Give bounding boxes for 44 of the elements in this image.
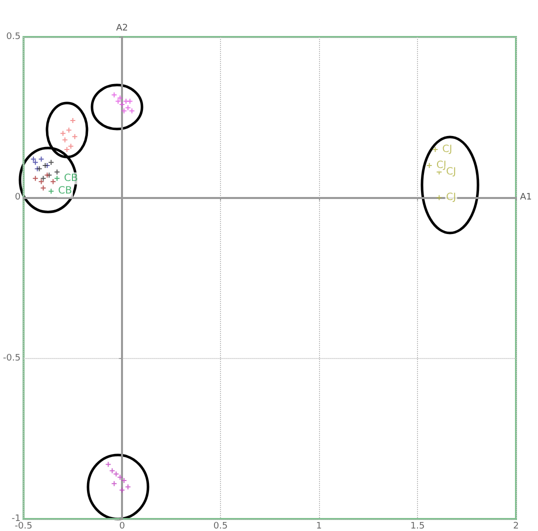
point [48,188,54,194]
point [72,134,78,140]
point [124,484,131,490]
point [32,159,38,166]
point [38,178,44,185]
text: CJ [446,166,456,178]
point [66,127,72,134]
y-tick-label: 0 [14,192,21,203]
point [32,175,38,182]
x-tick-label: 2 [513,522,519,531]
x-tick-label: 0.5 [213,522,228,531]
point [126,98,133,104]
text: CJ [446,192,456,204]
point [62,136,68,143]
y-tick-label: -0.5 [3,353,21,364]
y-tick-label: 0.5 [6,32,21,42]
point [50,178,56,185]
x-tick-label: 0 [119,522,126,531]
point [30,156,36,162]
point [124,104,131,111]
point [38,156,44,162]
point [436,194,442,201]
point [54,175,60,182]
x-tick-label: 1 [316,522,322,531]
point [117,474,124,480]
point [128,108,135,114]
point [68,143,74,150]
point [48,159,54,166]
x-axis-title: A1 [520,192,532,203]
point [60,130,66,136]
point [115,98,122,104]
point [40,175,46,182]
text: CJ [442,144,452,155]
series-label: CB [64,172,78,184]
point [119,487,126,494]
point [105,461,112,468]
text: CB [58,186,72,197]
x-tick-label: 1.5 [410,522,425,531]
point [109,468,116,474]
point [111,92,118,98]
point [111,480,118,487]
series-label: CJ [436,160,446,172]
y-tick-label: -1 [12,514,21,524]
y-axis-title: A2 [116,24,128,34]
